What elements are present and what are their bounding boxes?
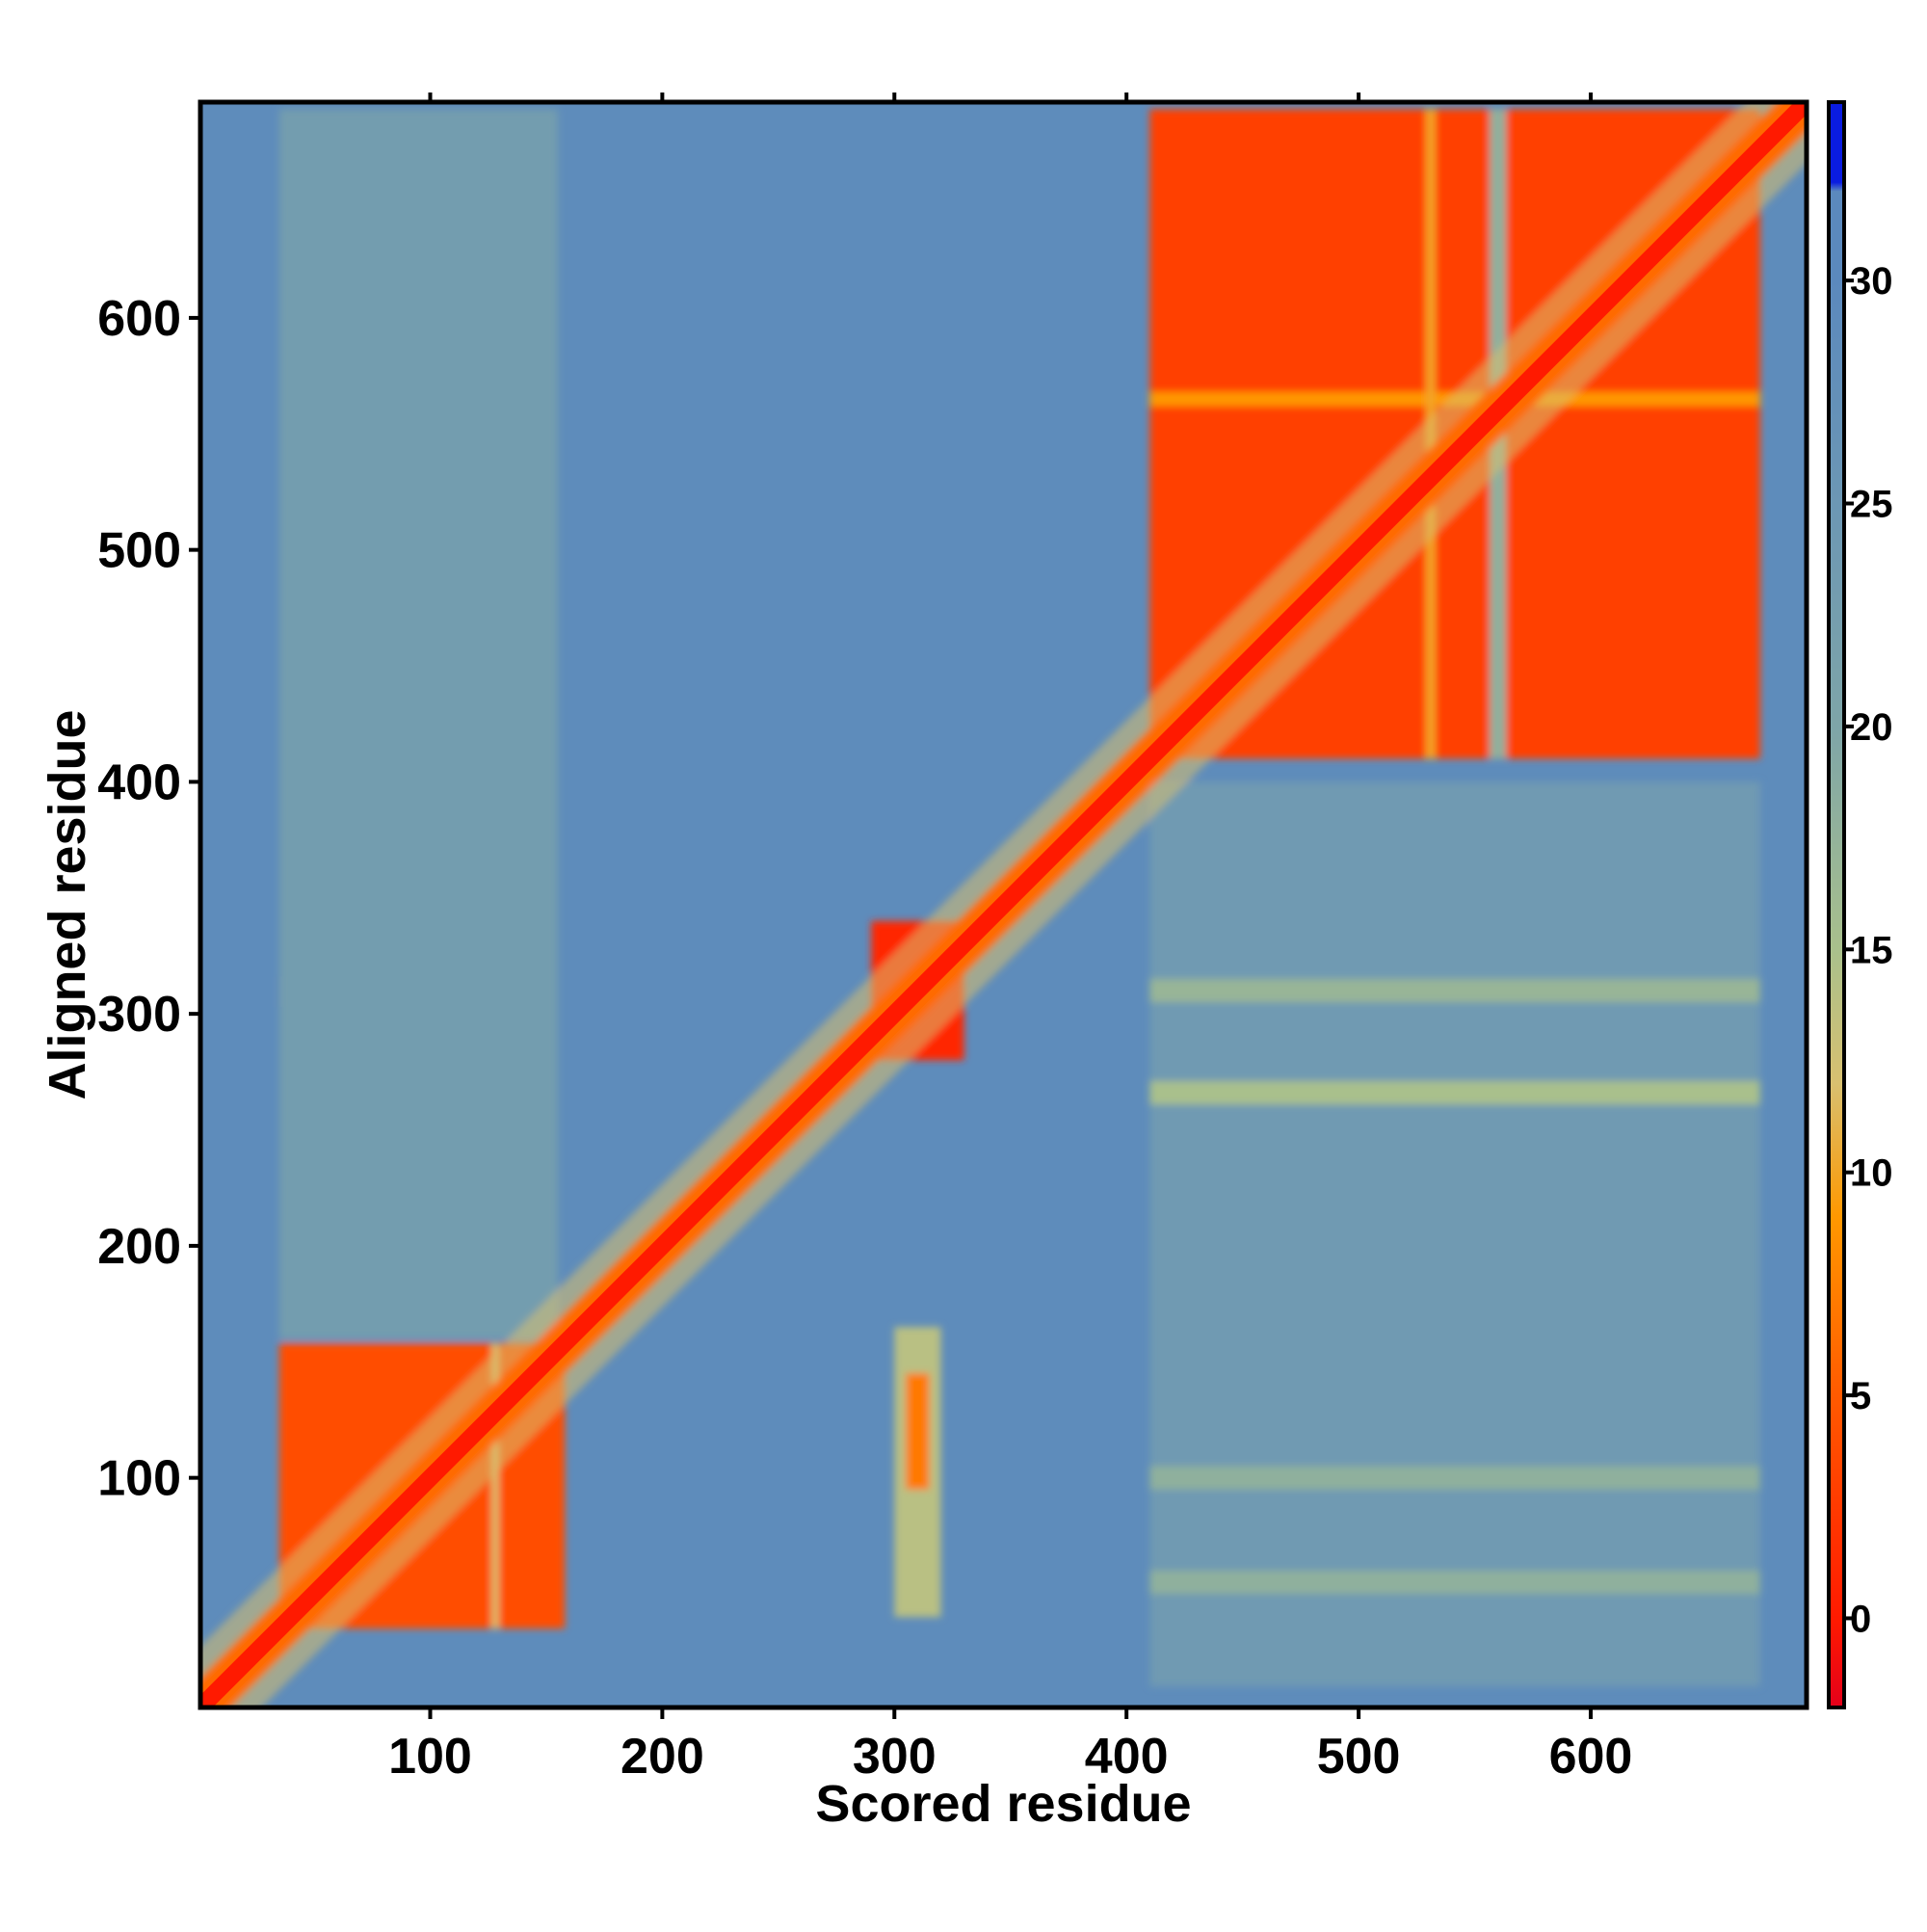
heatmap-region-region — [278, 109, 558, 1339]
colorbar-tick-label: 0 — [1850, 1598, 1871, 1640]
colorbar-ticks: 0 5 10 15 20 25 30 — [1844, 260, 1893, 1640]
diagonal-line — [200, 102, 1807, 1707]
x-axis: 100 200 300 400 500 600 — [388, 93, 1632, 1785]
colorbar-tick-label: 25 — [1850, 484, 1893, 526]
y-tick-label: 300 — [97, 987, 181, 1043]
y-axis-title: Aligned residue — [39, 709, 96, 1099]
colorbar-tick-label: 20 — [1850, 706, 1893, 749]
y-tick-label: 400 — [97, 754, 181, 810]
heatmap-region-band — [491, 1343, 499, 1629]
colorbar-tick-label: 10 — [1850, 1152, 1893, 1195]
heatmap-region-band — [1149, 1080, 1760, 1105]
x-tick-label: 600 — [1549, 1729, 1633, 1785]
x-tick-label: 300 — [853, 1729, 937, 1785]
heatmap-region-band — [1149, 1466, 1760, 1490]
x-tick-label: 200 — [620, 1729, 704, 1785]
colorbar-tick-label: 15 — [1850, 929, 1893, 971]
x-tick-label: 400 — [1085, 1729, 1169, 1785]
plot-frame — [198, 99, 1809, 1710]
y-axis: 100 200 300 400 500 600 — [97, 291, 200, 1507]
heatmap-region-band — [1149, 979, 1760, 1003]
heatmap-region-region — [1149, 781, 1760, 1687]
colorbar-tick-label: 5 — [1850, 1375, 1871, 1417]
heatmap-cells — [200, 102, 1807, 1707]
y-tick-label: 100 — [97, 1451, 181, 1507]
x-tick-label: 100 — [388, 1729, 472, 1785]
x-axis-title: Scored residue — [815, 1775, 1191, 1833]
colorbar — [1827, 100, 1846, 1709]
heatmap-region-stripe — [906, 1373, 930, 1490]
y-tick-label: 500 — [97, 523, 181, 579]
y-tick-label: 200 — [97, 1219, 181, 1275]
y-tick-label: 600 — [97, 291, 181, 347]
x-tick-label: 500 — [1317, 1729, 1401, 1785]
heatmap-region-band — [1149, 1570, 1760, 1595]
colorbar-tick-label: 30 — [1850, 260, 1893, 303]
